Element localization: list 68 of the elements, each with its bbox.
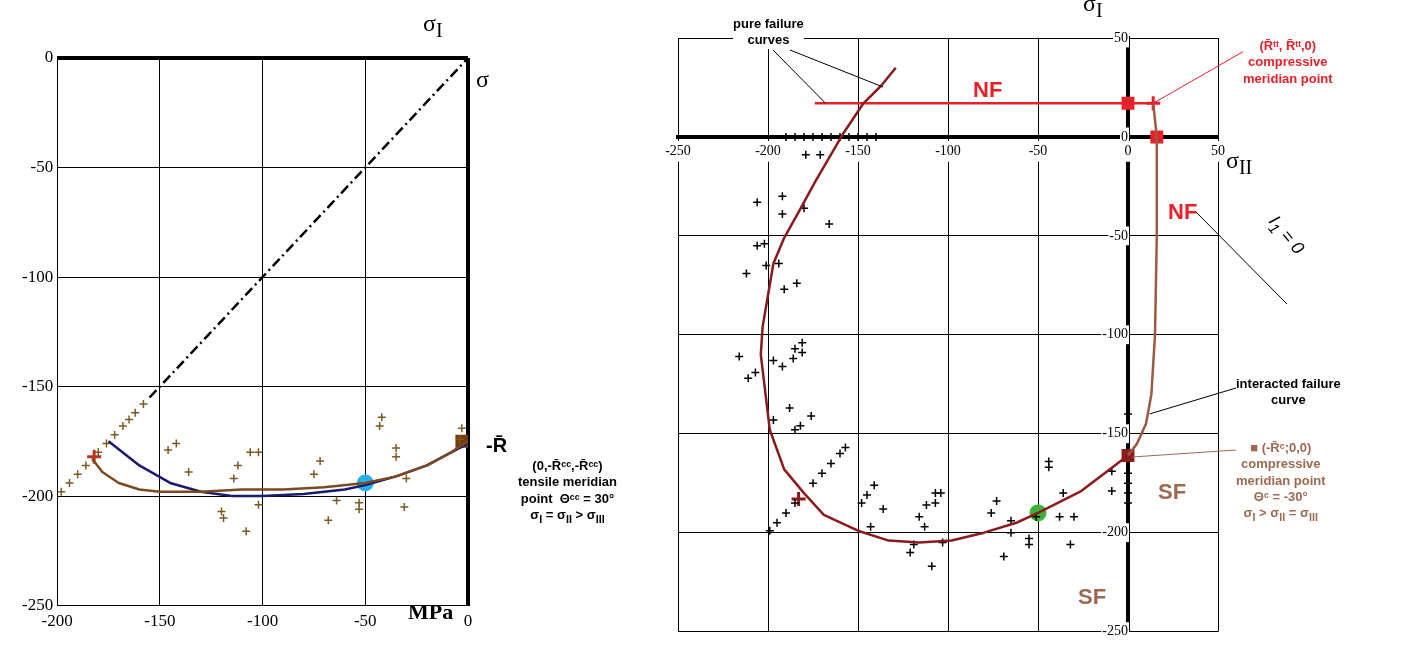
point [81, 460, 91, 471]
y-tick-label: 0 [1121, 128, 1128, 144]
point [253, 500, 264, 510]
point [790, 498, 800, 508]
point [808, 478, 818, 488]
y-tick-label: -50 [30, 156, 54, 176]
annotation: (R̄ᵗᵗ, R̄ᵗᵗ,0) compressive meridian point [1243, 38, 1333, 87]
y-tick-label: -200 [21, 485, 54, 505]
point [124, 414, 134, 425]
point [233, 460, 243, 471]
annotation: SF [1158, 478, 1187, 506]
y-tick-label: -100 [1102, 326, 1128, 342]
point [391, 451, 401, 462]
point [138, 399, 149, 409]
x-axis-title: σ [476, 66, 489, 93]
point [455, 434, 465, 444]
point [323, 515, 334, 525]
point [64, 478, 75, 488]
point [315, 456, 325, 466]
point [457, 423, 467, 433]
y-axis-title: σ$_{I}$ [423, 10, 443, 42]
y-tick-label: -150 [1102, 425, 1128, 441]
x-tick-label: -100 [935, 143, 961, 159]
point [376, 412, 387, 422]
text: -R̄ [486, 433, 508, 458]
x-tick-label: -250 [665, 143, 691, 159]
point [130, 408, 140, 418]
annotation: NF [973, 76, 1003, 104]
point [835, 448, 845, 459]
point [374, 421, 385, 431]
y-tick-label: -200 [1102, 524, 1128, 540]
text: (0,-R̄ᶜᶜ,-R̄ᶜᶜ) tensile meridian point Θᶜᶜ = 30° σ$_{I}$ = σ$_{II}$ > σ$_{III}$ [518, 458, 617, 525]
x-tick-label: -150 [144, 611, 176, 631]
x-tick-label: -50 [1028, 143, 1048, 159]
x-tick-label: 0 [463, 611, 473, 631]
point [309, 469, 319, 479]
point [229, 473, 239, 484]
annotation: NF [1168, 198, 1198, 226]
point [183, 467, 194, 477]
y-tick-label: -250 [21, 595, 54, 615]
point [772, 518, 782, 528]
text: ■ (-R̄ᶜ;0,0) compressive meridian point Θᶜ = -30° σ$_{I}$ > σ$_{II}$ = σ$_{III}$ [1236, 440, 1326, 523]
annotation: SF [1078, 583, 1107, 611]
x-tick-label: -150 [845, 143, 871, 159]
y-tick-label: -150 [21, 376, 54, 396]
x-tick-label: -50 [353, 611, 377, 631]
point [826, 458, 836, 469]
point [765, 525, 775, 536]
annotation: interacted failure curve [1236, 376, 1341, 409]
point [781, 508, 791, 518]
x-tick-label: 50 [1211, 143, 1225, 159]
y-tick-label: 0 [44, 47, 54, 67]
x-tick-label: -200 [755, 143, 781, 159]
point [72, 469, 83, 479]
y-tick-label: 50 [1114, 29, 1128, 45]
point [163, 445, 173, 455]
x-tick-label: -100 [246, 611, 279, 631]
point [399, 502, 410, 512]
point [354, 504, 364, 514]
point [118, 421, 128, 431]
annotation: pure failure curves [733, 16, 804, 49]
point [241, 526, 251, 536]
point [817, 468, 827, 479]
y-tick-label: -100 [21, 266, 54, 286]
y-tick-label: -50 [1109, 227, 1128, 243]
x-axis-title: σ$_{II}$ [1226, 146, 1253, 179]
point [391, 443, 401, 453]
point [93, 447, 103, 458]
